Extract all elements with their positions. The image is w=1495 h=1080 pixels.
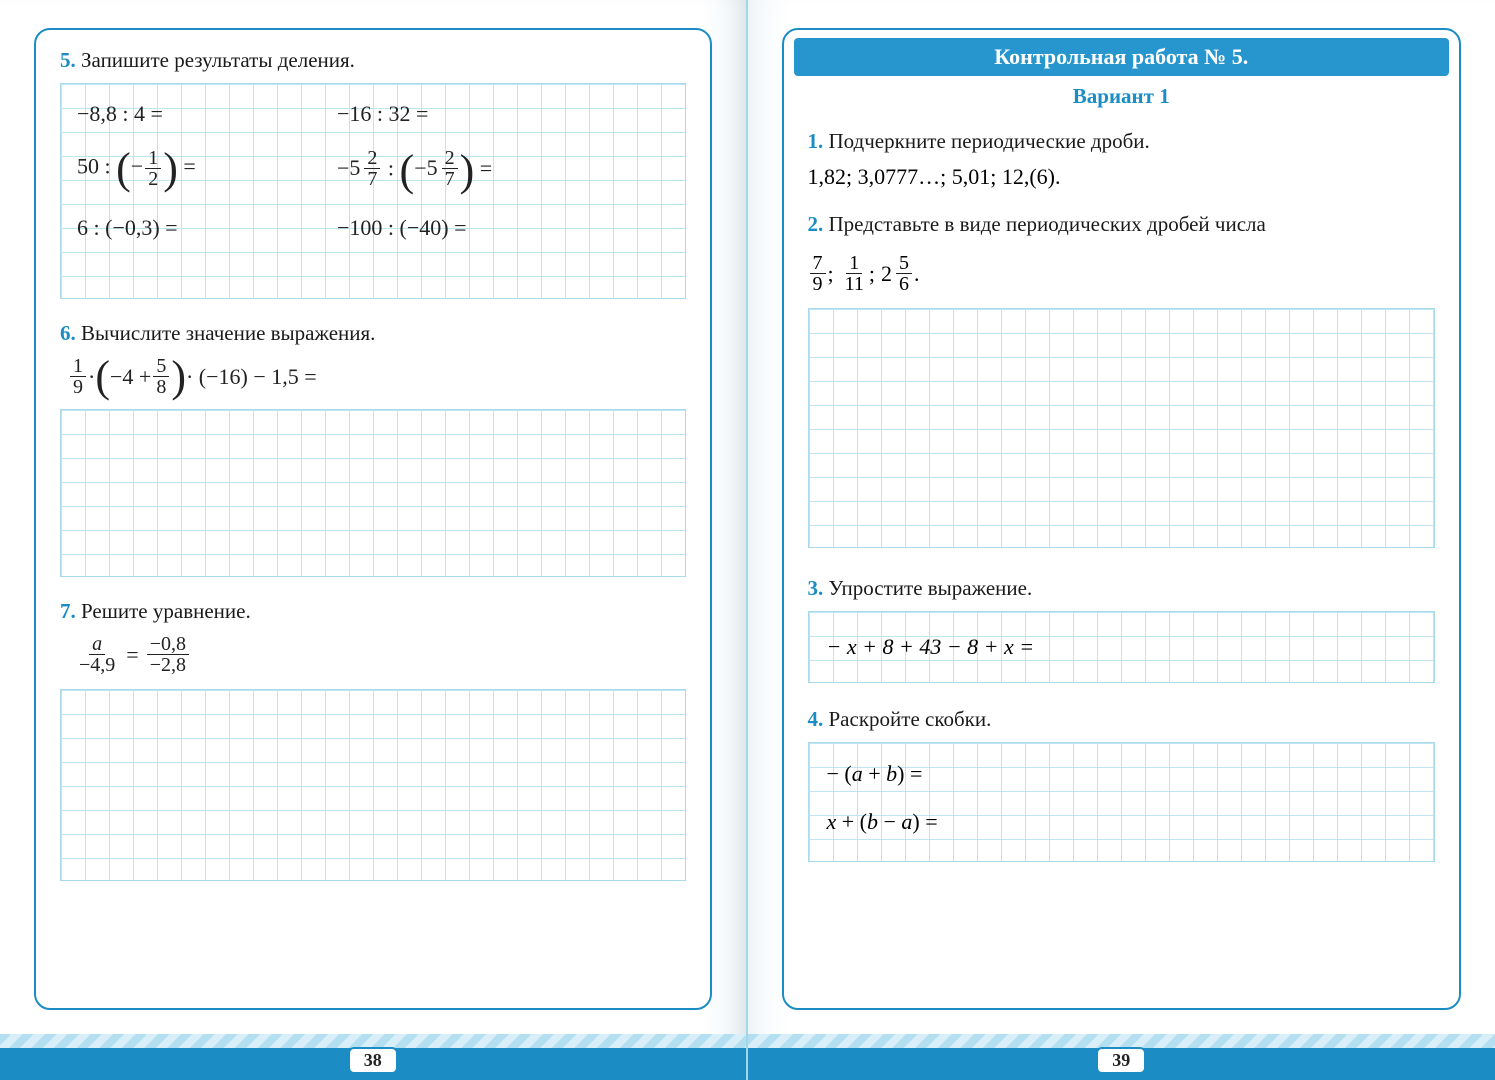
task4-grid: − (a + b) = x + (b − a) = (808, 742, 1436, 862)
task4-e1: − (a + b) = (827, 761, 1417, 787)
task6-title: Вычислите значение выражения. (81, 321, 375, 345)
task1-num: 1. (808, 129, 824, 153)
task2-grid (808, 308, 1436, 548)
pagenum-badge-r: 39 (1096, 1047, 1146, 1074)
task3-num: 3. (808, 576, 824, 600)
task6-num: 6. (60, 321, 76, 345)
task2-heading: 2. Представьте в виде периодических дроб… (808, 212, 1436, 237)
task1-heading: 1. Подчеркните периодические дроби. (808, 129, 1436, 154)
variant-label: Вариант 1 (808, 84, 1436, 109)
task3-title: Упростите выражение. (829, 576, 1033, 600)
page-left: 38 5. Запишите результаты деления. −8,8 … (0, 0, 748, 1080)
task5-num: 5. (60, 48, 76, 72)
task5-heading: 5. Запишите результаты деления. (60, 48, 686, 73)
task5-r1b: −16 : 32 = (337, 101, 669, 127)
task1-list: 1,82; 3,0777…; 5,01; 12,(6). (808, 164, 1436, 190)
task1-title: Подчеркните периодические дроби. (829, 129, 1150, 153)
task6-expr: 19 · (−4 + 58) · (−16) − 1,5 = (68, 356, 678, 397)
task5-r1a: −8,8 : 4 = (77, 101, 337, 127)
task7-grid (60, 689, 686, 881)
task7-heading: 7. Решите уравнение. (60, 599, 686, 624)
task4-num: 4. (808, 707, 824, 731)
task7-num: 7. (60, 599, 76, 623)
task2-fracs: 79; 111; 256. (808, 253, 920, 294)
task2-title: Представьте в виде периодических дробей … (829, 212, 1266, 236)
stripe-bar-r (748, 1034, 1495, 1048)
task7-expr: a−4,9 = −0,8−2,8 (74, 634, 672, 675)
workbook-spread: 38 5. Запишите результаты деления. −8,8 … (0, 0, 1495, 1080)
task6-heading: 6. Вычислите значение выражения. (60, 321, 686, 346)
task3-expr: − x + 8 + 43 − 8 + x = (827, 634, 1417, 660)
test-header: Контрольная работа № 5. (794, 38, 1450, 76)
task3-grid: − x + 8 + 43 − 8 + x = (808, 611, 1436, 683)
task5-r3a: 6 : (−0,3) = (77, 215, 337, 241)
task4-heading: 4. Раскройте скобки. (808, 707, 1436, 732)
task4-e2: x + (b − a) = (827, 809, 1417, 835)
page-frame-left: 5. Запишите результаты деления. −8,8 : 4… (34, 28, 712, 1010)
pagenum-badge: 38 (348, 1047, 398, 1074)
page-right: 39 Контрольная работа № 5. Вариант 1 1. … (748, 0, 1495, 1080)
task5-grid: −8,8 : 4 = −16 : 32 = 50 : (−12) = −527 … (60, 83, 686, 299)
task6-grid (60, 409, 686, 577)
task5-title: Запишите результаты деления. (81, 48, 355, 72)
task4-title: Раскройте скобки. (829, 707, 992, 731)
task5-r3b: −100 : (−40) = (337, 215, 669, 241)
page-frame-right: Контрольная работа № 5. Вариант 1 1. Под… (782, 28, 1462, 1010)
stripe-bar (0, 1034, 746, 1048)
task5-r2a: 50 : (−12) = (77, 148, 337, 189)
task3-heading: 3. Упростите выражение. (808, 576, 1436, 601)
task2-num: 2. (808, 212, 824, 236)
task5-r2b: −527 : (−527) = (337, 148, 669, 189)
task7-title: Решите уравнение. (81, 599, 251, 623)
